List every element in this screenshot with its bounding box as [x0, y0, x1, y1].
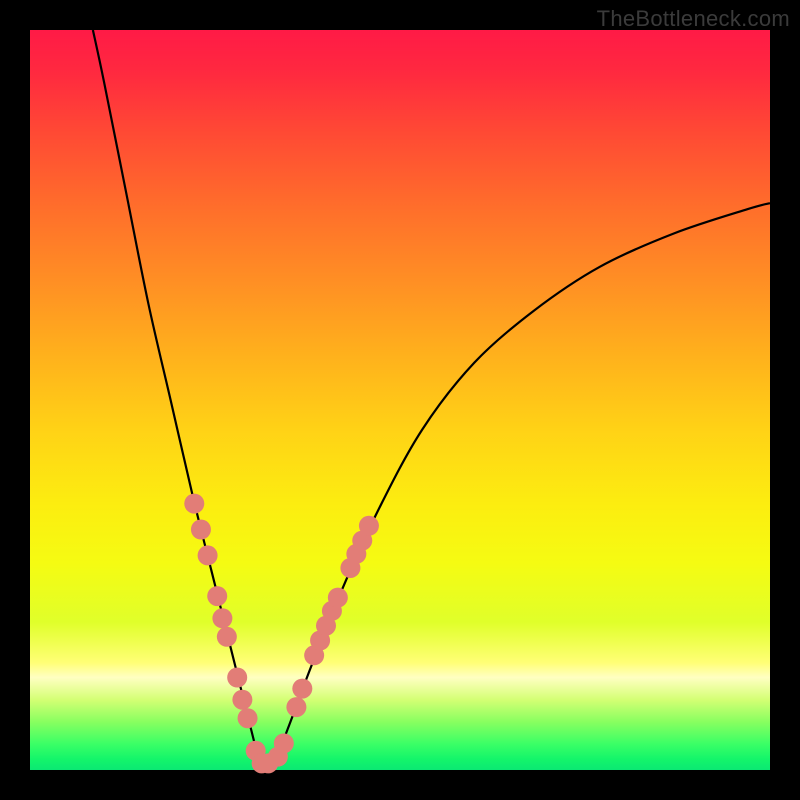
plot-background [30, 30, 770, 770]
data-marker [328, 588, 348, 608]
watermark-text: TheBottleneck.com [597, 6, 790, 32]
data-marker [217, 627, 237, 647]
data-marker [207, 586, 227, 606]
data-marker [212, 608, 232, 628]
data-marker [184, 494, 204, 514]
data-marker [292, 679, 312, 699]
data-marker [227, 668, 247, 688]
data-marker [274, 733, 294, 753]
data-marker [286, 697, 306, 717]
data-marker [191, 520, 211, 540]
data-marker [198, 545, 218, 565]
data-marker [238, 708, 258, 728]
bottleneck-chart [0, 0, 800, 800]
data-marker [232, 690, 252, 710]
data-marker [359, 516, 379, 536]
